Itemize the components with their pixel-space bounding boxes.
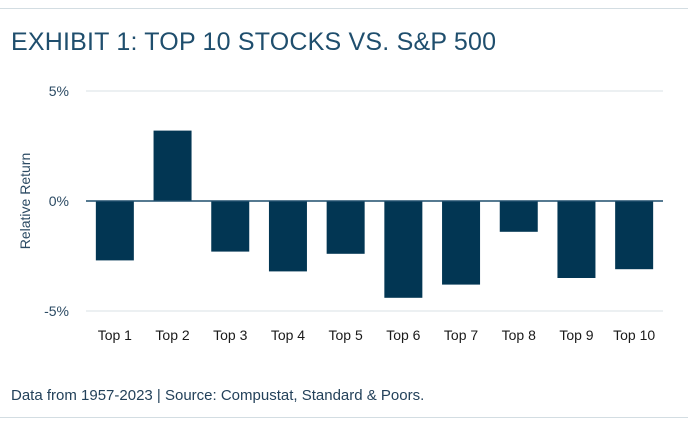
bar-top-3: [211, 201, 250, 252]
y-tick-labels: 5% 0% -5%: [44, 83, 69, 319]
bar-top-5: [326, 201, 365, 254]
x-tick-label: Top 4: [271, 327, 305, 343]
bar-top-8: [499, 201, 538, 232]
x-tick-labels: Top 1 Top 2 Top 3 Top 4 Top 5 Top 6 Top 7 Top 8…: [98, 327, 656, 343]
bar-top-10: [615, 201, 654, 270]
x-tick-label: Top 6: [386, 327, 420, 343]
y-tick-label: 0%: [49, 193, 69, 209]
x-tick-label: Top 5: [329, 327, 363, 343]
x-tick-label: Top 1: [98, 327, 132, 343]
y-tick-label: 5%: [49, 83, 69, 99]
x-tick-label: Top 2: [155, 327, 189, 343]
x-tick-label: Top 9: [559, 327, 593, 343]
x-tick-label: Top 3: [213, 327, 247, 343]
bar-top-2: [153, 130, 192, 201]
bar-top-1: [95, 201, 134, 261]
bar-top-4: [268, 201, 307, 272]
chart-title: EXHIBIT 1: TOP 10 STOCKS VS. S&P 500: [11, 28, 497, 56]
x-tick-label: Top 10: [613, 327, 655, 343]
bars: [95, 130, 654, 298]
grid-lines: [86, 90, 663, 312]
bar-top-7: [442, 201, 481, 285]
x-tick-label: Top 7: [444, 327, 478, 343]
bottom-rule: [0, 417, 688, 418]
x-tick-label: Top 8: [502, 327, 536, 343]
bar-top-6: [384, 201, 423, 298]
bar-top-9: [557, 201, 596, 278]
top-rule: [0, 8, 688, 9]
y-tick-label: -5%: [44, 303, 69, 319]
source-note: Data from 1957-2023 | Source: Compustat,…: [11, 387, 425, 404]
y-axis-label: Relative Return: [17, 153, 33, 250]
